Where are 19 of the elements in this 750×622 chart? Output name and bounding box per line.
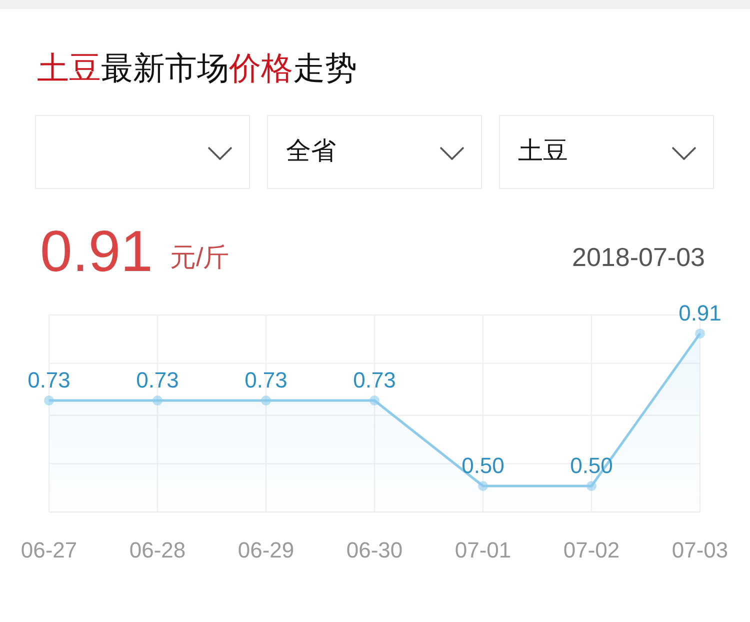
x-tick-label: 07-02 (563, 538, 620, 563)
text: 2018-07-03 (572, 241, 705, 274)
text: 0.91 (40, 219, 153, 284)
x-tick-label: 07-03 (672, 538, 728, 563)
data-label: 0.91 (678, 300, 722, 326)
x-tick-label: 06-29 (238, 538, 294, 563)
data-label: 0.73 (28, 367, 70, 392)
x-tick-label: 06-27 (20, 538, 78, 563)
data-label: 0.73 (353, 367, 396, 392)
text: 元/斤 (170, 241, 230, 274)
x-tick-label: 06-28 (129, 538, 186, 563)
x-tick-label: 07-01 (454, 538, 512, 563)
chart-title: 土豆最新市场价格走势 (37, 50, 357, 86)
x-tick-label: 06-30 (346, 538, 403, 563)
dropdown-field: 全省 (267, 115, 482, 189)
data-label: 0.50 (462, 452, 504, 478)
data-label: 0.73 (136, 367, 179, 392)
data-label: 0.73 (244, 367, 288, 392)
dropdown-field: 土豆 (499, 115, 714, 189)
